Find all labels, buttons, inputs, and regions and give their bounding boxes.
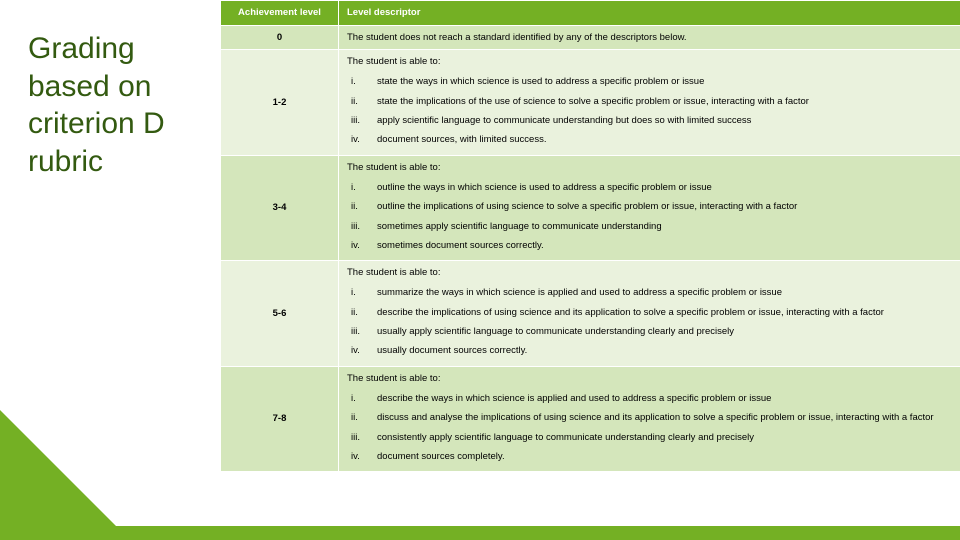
list-item-text: apply scientific language to communicate… [377, 115, 751, 126]
roman-numeral: ii. [351, 95, 371, 108]
roman-numeral: iii. [351, 325, 371, 338]
descriptor-intro: The student is able to: [347, 372, 952, 385]
cell-level: 0 [221, 25, 339, 49]
cell-descriptor: The student does not reach a standard id… [339, 25, 960, 49]
list-item-text: consistently apply scientific language t… [377, 432, 754, 443]
list-item: ii. describe the implications of using sc… [351, 303, 952, 322]
list-item: iii. sometimes apply scientific language … [351, 217, 952, 236]
list-item: i. summarize the ways in which science is… [351, 283, 952, 302]
roman-numeral: i. [351, 181, 371, 194]
list-item-text: describe the implications of using scien… [377, 307, 884, 318]
list-item-text: discuss and analyse the implications of … [377, 412, 934, 423]
descriptor-list: i. describe the ways in which science is … [347, 389, 952, 466]
page-title: Grading based on criterion D rubric [28, 30, 208, 180]
cell-descriptor: The student is able to: i. outline the way… [339, 155, 960, 260]
cell-level: 1-2 [221, 50, 339, 155]
cell-level: 5-6 [221, 261, 339, 366]
cell-descriptor: The student is able to: i. describe the wa… [339, 366, 960, 471]
list-item-text: document sources completely. [377, 451, 505, 462]
list-item-text: usually apply scientific language to com… [377, 326, 734, 337]
list-item-text: summarize the ways in which science is a… [377, 287, 782, 298]
list-item: iv. sometimes document sources correctly. [351, 236, 952, 255]
list-item-text: sometimes apply scientific language to c… [377, 221, 662, 232]
list-item-text: usually document sources correctly. [377, 345, 527, 356]
table-row: 5-6 The student is able to: i. summarize th… [221, 261, 960, 366]
col-header-descriptor: Level descriptor [339, 1, 960, 26]
roman-numeral: ii. [351, 200, 371, 213]
roman-numeral: i. [351, 392, 371, 405]
descriptor-list: i. state the ways in which science is use… [347, 72, 952, 149]
list-item-text: outline the implications of using scienc… [377, 201, 797, 212]
descriptor-intro: The student is able to: [347, 55, 952, 68]
list-item: iv. document sources, with limited succes… [351, 130, 952, 149]
table-row: 7-8 The student is able to: i. describe the… [221, 366, 960, 471]
list-item: i. state the ways in which science is use… [351, 72, 952, 91]
cell-level: 7-8 [221, 366, 339, 471]
list-item: i. describe the ways in which science is … [351, 389, 952, 408]
descriptor-intro: The student is able to: [347, 161, 952, 174]
list-item: iii. consistently apply scientific langua… [351, 428, 952, 447]
list-item: i. outline the ways in which science is u… [351, 178, 952, 197]
list-item: iii. usually apply scientific language to… [351, 322, 952, 341]
accent-triangle-icon [0, 410, 130, 540]
list-item: ii. state the implications of the use of … [351, 92, 952, 111]
roman-numeral: i. [351, 75, 371, 88]
list-item: ii. discuss and analyse the implications … [351, 408, 952, 427]
list-item-text: sometimes document sources correctly. [377, 240, 544, 251]
roman-numeral: iv. [351, 133, 371, 146]
list-item: iv. document sources completely. [351, 447, 952, 466]
table-row: 1-2 The student is able to: i. state the wa… [221, 50, 960, 155]
col-header-level: Achievement level [221, 1, 339, 26]
list-item-text: state the ways in which science is used … [377, 76, 704, 87]
list-item-text: describe the ways in which science is ap… [377, 393, 771, 404]
table-row: 0The student does not reach a standard i… [221, 25, 960, 49]
roman-numeral: iii. [351, 431, 371, 444]
cell-descriptor: The student is able to: i. summarize the w… [339, 261, 960, 366]
roman-numeral: ii. [351, 411, 371, 424]
roman-numeral: iii. [351, 220, 371, 233]
cell-level: 3-4 [221, 155, 339, 260]
descriptor-list: i. summarize the ways in which science is… [347, 283, 952, 360]
list-item-text: outline the ways in which science is use… [377, 182, 712, 193]
roman-numeral: ii. [351, 306, 371, 319]
table-row: 3-4 The student is able to: i. outline the … [221, 155, 960, 260]
roman-numeral: iv. [351, 239, 371, 252]
descriptor-list: i. outline the ways in which science is u… [347, 178, 952, 255]
rubric-table: Achievement level Level descriptor 0The … [220, 0, 960, 472]
list-item-text: document sources, with limited success. [377, 134, 546, 145]
roman-numeral: i. [351, 286, 371, 299]
roman-numeral: iv. [351, 344, 371, 357]
slide: Grading based on criterion D rubric Achi… [0, 0, 960, 540]
list-item: iii. apply scientific language to communi… [351, 111, 952, 130]
list-item: iv. usually document sources correctly. [351, 341, 952, 360]
table-header-row: Achievement level Level descriptor [221, 1, 960, 26]
cell-descriptor: The student is able to: i. state the ways … [339, 50, 960, 155]
roman-numeral: iii. [351, 114, 371, 127]
roman-numeral: iv. [351, 450, 371, 463]
list-item-text: state the implications of the use of sci… [377, 96, 809, 107]
descriptor-intro: The student is able to: [347, 266, 952, 279]
accent-bottom-bar [0, 526, 960, 540]
list-item: ii. outline the implications of using sci… [351, 197, 952, 216]
